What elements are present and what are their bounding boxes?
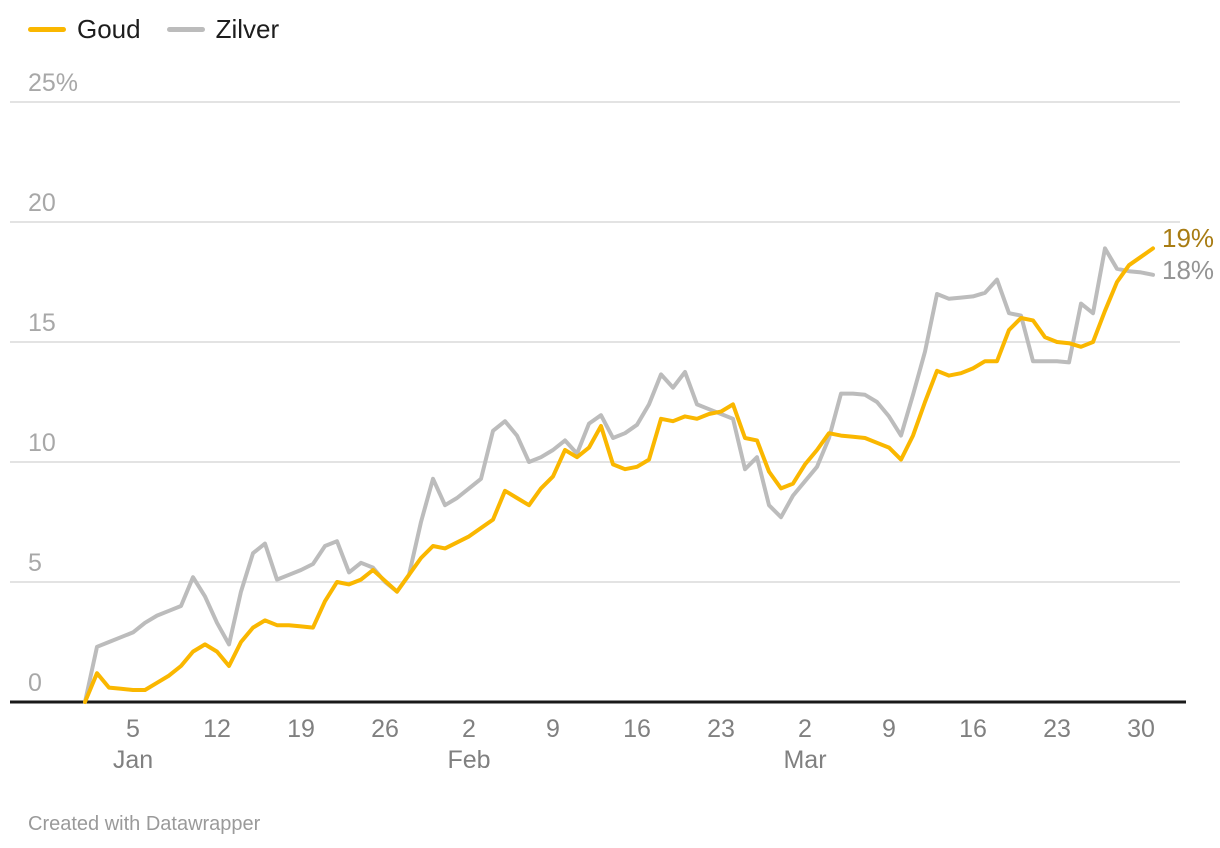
goud-line [83, 246, 1155, 704]
datawrapper-credit-link[interactable]: Created with Datawrapper [28, 813, 261, 835]
y-tick-label: 0 [28, 669, 42, 697]
legend-label-goud: Goud [77, 14, 141, 44]
x-tick-label: 2 [798, 715, 812, 743]
zilver-line [83, 246, 1155, 704]
goud-end-label: 19% [1162, 223, 1214, 253]
x-tick-label: 16 [623, 715, 651, 743]
y-tick-label: 25% [28, 69, 78, 97]
legend-item-zilver: Zilver [166, 14, 280, 44]
y-tick-label: 10 [28, 429, 56, 457]
legend: Goud Zilver [28, 16, 279, 42]
x-tick-label: 9 [546, 715, 560, 743]
month-label: Jan [113, 746, 153, 774]
x-tick-label: 23 [707, 715, 735, 743]
month-label: Feb [447, 746, 490, 774]
x-tick-label: 19 [287, 715, 315, 743]
x-tick-label: 12 [203, 715, 231, 743]
x-tick-label: 9 [882, 715, 896, 743]
x-tick-label: 2 [462, 715, 476, 743]
y-tick-label: 20 [28, 189, 56, 217]
x-tick-label: 16 [959, 715, 987, 743]
x-tick-label: 5 [126, 715, 140, 743]
zilver-line-swatch [166, 26, 205, 32]
zilver-end-label: 18% [1162, 255, 1214, 285]
x-tick-label: 30 [1127, 715, 1155, 743]
month-label: Mar [783, 746, 826, 774]
y-tick-label: 15 [28, 309, 56, 337]
legend-item-goud: Goud [28, 16, 141, 42]
legend-label-zilver: Zilver [215, 14, 280, 44]
x-tick-label: 23 [1043, 715, 1071, 743]
goud-line-swatch [28, 26, 66, 32]
x-tick-label: 26 [371, 715, 399, 743]
y-tick-label: 5 [28, 549, 42, 577]
